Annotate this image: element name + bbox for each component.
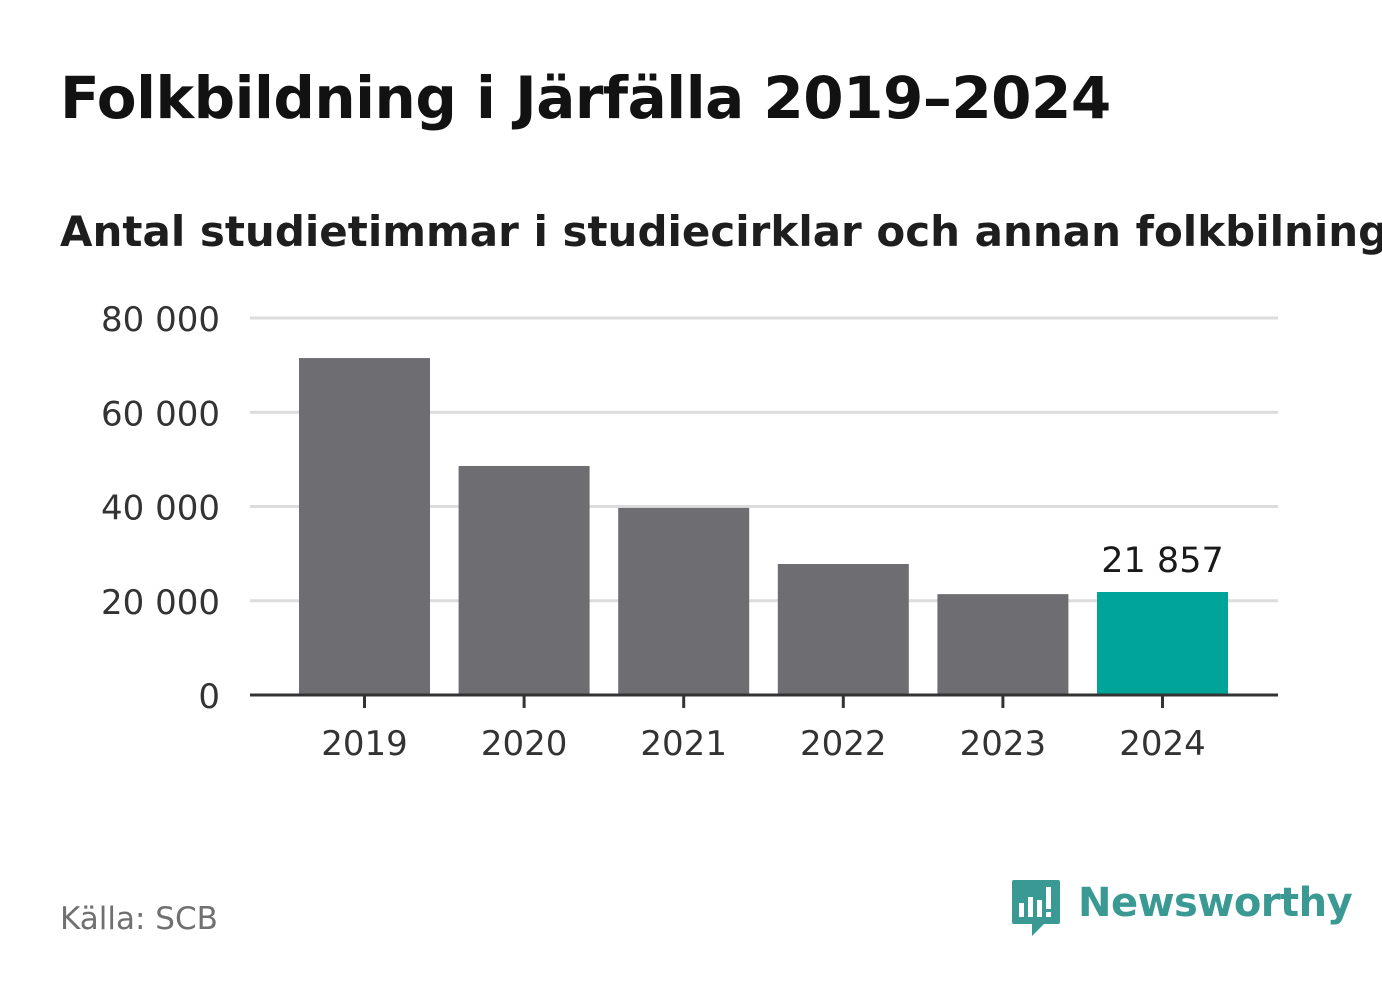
y-axis-tick-labels: 0 20 000 40 000 60 000 80 000	[101, 300, 220, 717]
data-labels: 21 857	[1101, 541, 1223, 581]
data-label: 21 857	[1101, 541, 1223, 581]
brand-name: Newsworthy	[1078, 880, 1353, 926]
y-tick-label: 40 000	[101, 489, 220, 529]
x-tick-label: 2020	[481, 724, 568, 764]
bars	[299, 358, 1228, 695]
x-tick-label: 2024	[1119, 724, 1206, 764]
source-note: Källa: SCB	[60, 901, 218, 937]
x-tick-label: 2019	[321, 724, 408, 764]
brand-logo[interactable]: Newsworthy	[1010, 878, 1353, 940]
y-tick-label: 80 000	[101, 300, 220, 340]
bar-2019	[299, 358, 430, 695]
bar-2022	[777, 563, 909, 695]
bar-2020	[458, 465, 590, 695]
x-tick-label: 2022	[800, 724, 887, 764]
chart-title: Folkbildning i Järfälla 2019–2024	[60, 64, 1111, 132]
chart-subtitle: Antal studietimmar i studiecirklar och a…	[60, 207, 1382, 256]
y-tick-label: 60 000	[101, 394, 220, 434]
x-tick-label: 2021	[640, 724, 727, 764]
bar-2021	[618, 507, 750, 695]
newsworthy-logo-icon	[1012, 880, 1060, 936]
x-axis-tick-labels: 2019 2020 2021 2022 2023 2024	[321, 724, 1206, 764]
x-axis	[250, 693, 1278, 708]
y-tick-label: 0	[198, 677, 220, 717]
bar-2024	[1097, 591, 1228, 695]
bar-2023	[937, 594, 1069, 695]
x-tick-label: 2023	[960, 724, 1047, 764]
y-tick-label: 20 000	[101, 583, 220, 623]
